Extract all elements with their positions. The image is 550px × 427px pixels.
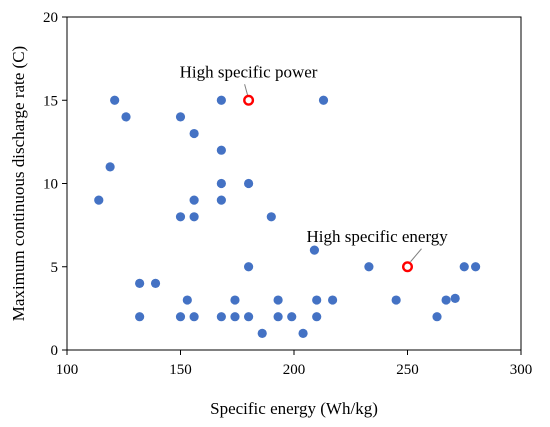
- y-axis-label: Maximum continuous discharge rate (C): [9, 46, 28, 321]
- data-point: [216, 145, 226, 155]
- data-point: [175, 112, 186, 122]
- y-tick-label: 0: [51, 343, 59, 359]
- data-point: [244, 178, 254, 189]
- data-point: [216, 95, 226, 105]
- y-tick-label: 5: [51, 260, 59, 276]
- data-point: [287, 312, 297, 322]
- data-point: [327, 295, 338, 305]
- x-tick-label: 250: [396, 362, 419, 378]
- x-tick-label: 300: [510, 362, 533, 378]
- annotation-leader-line: [244, 84, 249, 96]
- data-point: [309, 245, 320, 255]
- data-point: [175, 212, 186, 222]
- data-point: [216, 178, 226, 189]
- x-axis-ticks: 100 150 200 250 300: [56, 350, 533, 378]
- data-point: [182, 295, 192, 305]
- data-point: [230, 295, 240, 305]
- data-point: [273, 312, 283, 322]
- data-point: [450, 293, 460, 303]
- data-point: [441, 295, 451, 305]
- data-point: [150, 278, 161, 288]
- data-point: [266, 212, 276, 222]
- x-axis-label: Specific energy (Wh/kg): [210, 399, 378, 418]
- data-point: [189, 195, 199, 205]
- annotation-leader-line: [410, 248, 422, 263]
- y-tick-label: 10: [43, 177, 58, 193]
- data-point: [318, 95, 329, 105]
- data-point: [189, 212, 199, 222]
- data-point: [273, 295, 283, 305]
- data-point: [459, 262, 469, 272]
- highlighted-point: [243, 94, 255, 106]
- data-point: [244, 312, 254, 322]
- data-point: [216, 195, 226, 205]
- data-point: [230, 312, 240, 322]
- data-point: [175, 312, 186, 322]
- data-points: [94, 95, 481, 338]
- data-point: [216, 312, 226, 322]
- x-tick-label: 200: [283, 362, 306, 378]
- annotation-label: High specific energy: [307, 227, 449, 246]
- data-point: [364, 262, 374, 272]
- data-point: [298, 328, 308, 338]
- x-tick-label: 100: [56, 362, 79, 378]
- data-point: [432, 312, 442, 322]
- data-point: [189, 312, 199, 322]
- annotation-label: High specific power: [180, 62, 318, 81]
- data-point: [312, 295, 322, 305]
- y-tick-label: 20: [43, 10, 58, 26]
- data-point: [312, 312, 322, 322]
- data-point: [105, 162, 115, 172]
- data-point: [244, 262, 254, 272]
- data-point: [391, 295, 401, 305]
- data-point: [135, 312, 145, 322]
- y-axis-ticks: 0 5 10 15 20: [43, 10, 67, 359]
- x-tick-label: 150: [169, 362, 192, 378]
- data-point: [257, 328, 267, 338]
- y-tick-label: 15: [43, 93, 58, 109]
- data-point: [121, 112, 131, 122]
- data-point: [135, 278, 145, 288]
- data-point: [110, 95, 120, 105]
- highlighted-point: [402, 261, 414, 273]
- data-point: [189, 128, 199, 139]
- data-point: [471, 262, 481, 272]
- annotations: High specific power High specific energy: [180, 62, 449, 273]
- data-point: [94, 195, 104, 205]
